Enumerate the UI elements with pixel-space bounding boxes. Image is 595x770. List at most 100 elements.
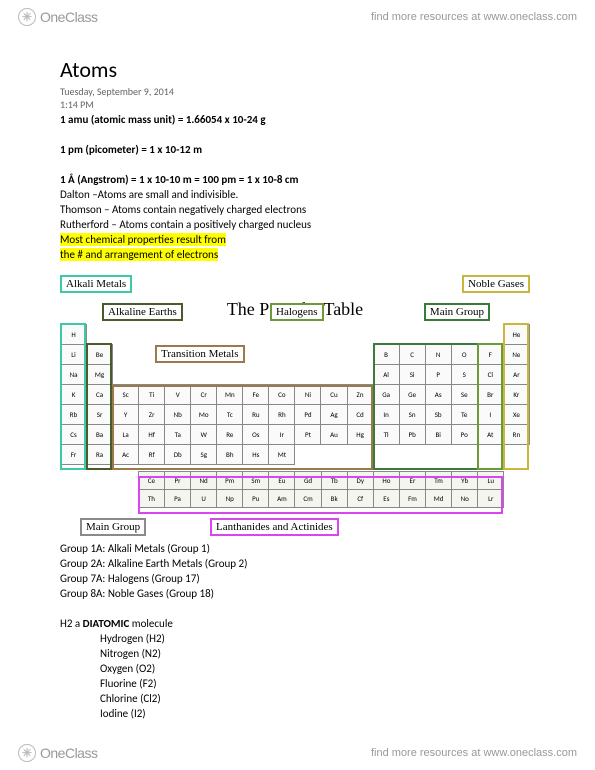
footer-logo-icon: ✳ (18, 744, 36, 762)
line-rutherford: Rutherford – Atoms contain a positively … (60, 218, 535, 231)
element-cell: Pa (164, 490, 190, 508)
element-cell: Rb (61, 405, 87, 425)
element-cell (87, 325, 113, 345)
element-cell: Y (113, 405, 139, 425)
element-cell: Ru (243, 405, 269, 425)
element-cell: Pm (217, 472, 243, 490)
group-list: Group 1A: Alkali Metals (Group 1) Group … (60, 542, 535, 600)
element-cell (86, 472, 112, 490)
group-8a: Group 8A: Noble Gases (Group 18) (60, 587, 535, 600)
element-cell: Mo (191, 405, 217, 425)
element-cell (243, 365, 269, 385)
element-cell: Zn (347, 385, 373, 405)
element-cell: Gd (295, 472, 321, 490)
element-cell (504, 472, 530, 490)
element-cell: Kr (503, 385, 529, 405)
label-halogens: Halogens (270, 303, 324, 321)
element-cell: Tb (321, 472, 347, 490)
element-cell: Nd (191, 472, 217, 490)
element-cell: Cr (191, 385, 217, 405)
highlight-2: the # and arrangement of electrons (60, 248, 218, 261)
element-cell: Ne (503, 345, 529, 365)
element-cell: Cs (61, 425, 87, 445)
element-cell: Ra (87, 445, 113, 465)
element-cell: Fr (61, 445, 87, 465)
element-cell: Mt (269, 445, 295, 465)
element-cell (191, 325, 217, 345)
element-cell (321, 445, 347, 465)
element-cell: Si (399, 365, 425, 385)
element-cell: I (477, 405, 503, 425)
element-cell: V (165, 385, 191, 405)
label-main-top: Main Group (424, 303, 490, 321)
doc-time: 1:14 PM (60, 98, 535, 111)
footer-tagline: find more resources at www.oneclass.com (371, 747, 577, 759)
label-lanthanides: Lanthanides and Actinides (210, 518, 339, 536)
element-cell: Ni (295, 385, 321, 405)
element-cell: K (61, 385, 87, 405)
element-cell: Db (165, 445, 191, 465)
element-cell: Pt (295, 425, 321, 445)
element-cell (60, 472, 86, 490)
element-cell (165, 325, 191, 345)
element-cell: Ag (321, 405, 347, 425)
element-cell: H (61, 325, 87, 345)
element-cell (451, 445, 477, 465)
element-cell: Ti (139, 385, 165, 405)
element-cell: Bi (425, 425, 451, 445)
element-cell (86, 490, 112, 508)
element-cell (295, 445, 321, 465)
element-cell (477, 445, 503, 465)
element-cell: At (477, 425, 503, 445)
element-cell: He (503, 325, 529, 345)
element-cell: Er (399, 472, 425, 490)
element-cell: Ar (503, 365, 529, 385)
element-cell: Ba (87, 425, 113, 445)
element-cell (112, 472, 138, 490)
element-cell: Nb (165, 405, 191, 425)
element-cell: As (425, 385, 451, 405)
element-cell: Sb (425, 405, 451, 425)
element-cell: Mg (87, 365, 113, 385)
element-cell: Sm (243, 472, 269, 490)
element-cell: Am (269, 490, 295, 508)
element-cell (295, 365, 321, 385)
element-cell (321, 325, 347, 345)
element-cell: Cu (321, 385, 347, 405)
element-cell: Yb (452, 472, 478, 490)
doc-date: Tuesday, September 9, 2014 (60, 85, 535, 98)
element-cell (113, 345, 139, 365)
element-cell: C (399, 345, 425, 365)
element-cell: O (451, 345, 477, 365)
diatomic-post: molecule (129, 617, 173, 630)
element-cell (347, 325, 373, 345)
group-7a: Group 7A: Halogens (Group 17) (60, 572, 535, 585)
diatomic-pre: H2 a (60, 617, 83, 630)
element-cell (399, 445, 425, 465)
element-cell: Es (373, 490, 399, 508)
element-cell: Cd (347, 405, 373, 425)
line-dalton: Dalton –Atoms are small and indivisible. (60, 188, 535, 201)
element-cell (139, 325, 165, 345)
element-cell: Al (373, 365, 399, 385)
element-cell (191, 365, 217, 385)
element-cell (217, 365, 243, 385)
element-cell: Ta (165, 425, 191, 445)
element-cell: Re (217, 425, 243, 445)
element-cell: Pr (164, 472, 190, 490)
footer: ✳ OneClass find more resources at www.on… (0, 736, 595, 770)
footer-logo: ✳ OneClass (18, 744, 97, 762)
element-cell (399, 325, 425, 345)
element-cell (504, 490, 530, 508)
label-transition: Transition Metals (155, 345, 245, 363)
element-cell (451, 325, 477, 345)
element-cell (165, 365, 191, 385)
element-cell (321, 365, 347, 385)
document-body: Atoms Tuesday, September 9, 2014 1:14 PM… (0, 34, 595, 720)
element-cell: Ce (138, 472, 164, 490)
element-cell: Sc (113, 385, 139, 405)
element-cell: Cl (477, 365, 503, 385)
element-cell: B (373, 345, 399, 365)
element-cell (113, 365, 139, 385)
element-cell: Po (451, 425, 477, 445)
